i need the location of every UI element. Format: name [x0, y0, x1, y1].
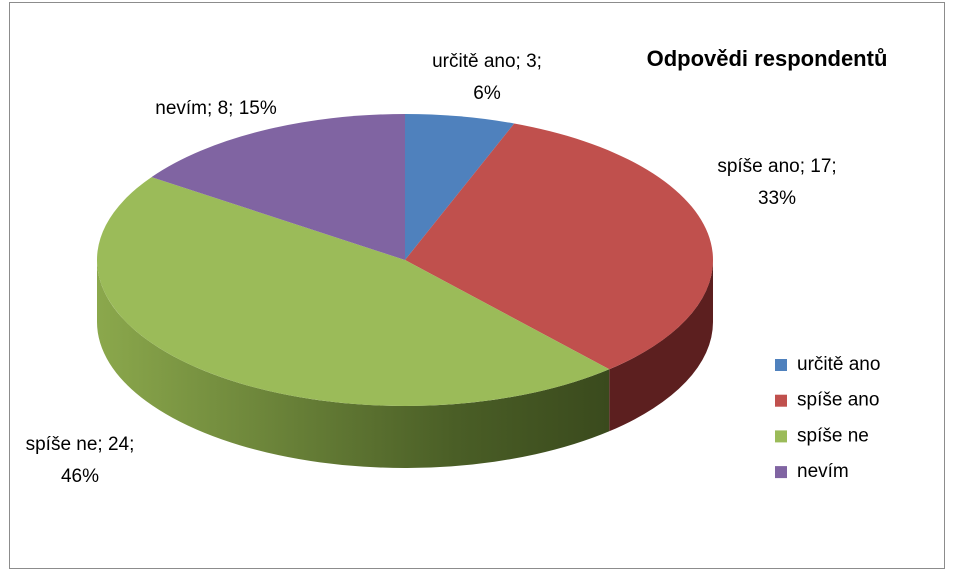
- slice: [151, 114, 405, 260]
- slice-side: [609, 260, 713, 432]
- legend-swatch: [775, 430, 787, 443]
- legend-label: nevím: [797, 461, 849, 482]
- slice: [405, 114, 515, 260]
- legend-swatch: [775, 466, 787, 479]
- data-label: 33%: [758, 188, 796, 209]
- data-label: 46%: [61, 466, 99, 487]
- legend-swatch: [775, 359, 787, 371]
- legend-swatch: [775, 394, 787, 407]
- data-label: spíše ne; 24;: [26, 434, 135, 455]
- data-label: nevím; 8; 15%: [155, 98, 277, 119]
- data-label: spíše ano; 17;: [717, 156, 836, 177]
- data-label: 6%: [473, 83, 501, 104]
- chart-title: Odpovědi respondentů: [647, 46, 888, 71]
- data-label: určitě ano; 3;: [432, 51, 542, 72]
- slice: [405, 123, 714, 370]
- legend-label: určitě ano: [797, 354, 880, 375]
- legend-label: spíše ne: [797, 425, 869, 446]
- legend-label: spíše ano: [797, 390, 879, 411]
- slice-side: [97, 260, 610, 468]
- slice: [96, 177, 610, 406]
